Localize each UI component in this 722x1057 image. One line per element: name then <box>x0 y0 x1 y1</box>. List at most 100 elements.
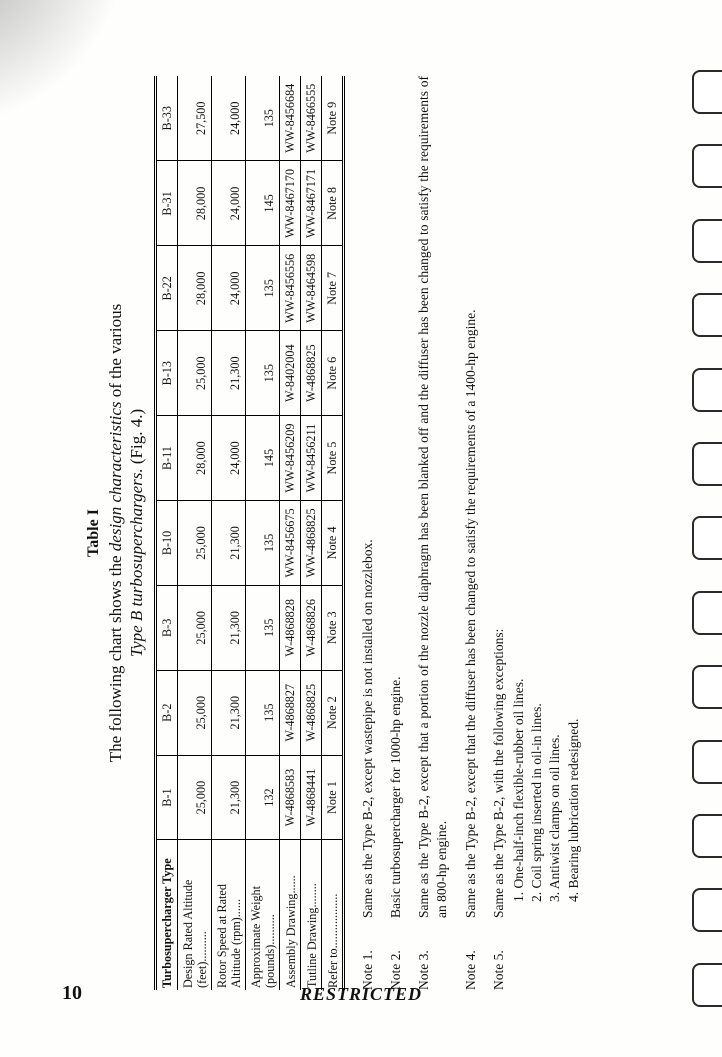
cell: Note 7 <box>321 246 343 331</box>
note-body: Basic turbosupercharger for 1000-hp engi… <box>387 76 405 918</box>
note: Note 1. Same as the Type B-2, except was… <box>359 76 377 990</box>
table-label: Table I <box>85 76 103 990</box>
cell: 135 <box>245 331 279 416</box>
table-row: Assembly Drawing...... W-4868583 W-48688… <box>279 76 300 990</box>
rotated-content: Table I The following chart shows the de… <box>85 68 673 998</box>
cell: 135 <box>245 670 279 755</box>
cell: W-4868826 <box>300 585 321 670</box>
cell: Note 1 <box>321 755 343 840</box>
caption-em: Type B turbosuperchargers. <box>127 468 146 657</box>
cell: 135 <box>245 501 279 586</box>
col-header: B-22 <box>155 246 177 331</box>
caption-text: (Fig. 4.) <box>127 409 146 469</box>
binding-tab <box>692 70 722 114</box>
note-label: Note 2. <box>387 918 405 990</box>
cell: W-4868825 <box>300 331 321 416</box>
page: 10 RESTRICTED Table I The following char… <box>0 0 722 1057</box>
row-header: Design Rated Altitude (feet).......... <box>177 840 211 990</box>
row-header: Refer to.................. <box>321 840 343 990</box>
col-header: B-11 <box>155 416 177 501</box>
binding-tab <box>692 963 722 1007</box>
note-subitem: 4. Bearing lubrication redesigned. <box>565 76 583 902</box>
note-subitem: 2. Coil spring inserted in oil-in lines. <box>528 76 546 902</box>
notes-block: Note 1. Same as the Type B-2, except was… <box>359 76 583 990</box>
binding-tab <box>692 888 722 932</box>
col-header: B-31 <box>155 161 177 246</box>
cell: Note 6 <box>321 331 343 416</box>
cell: W-4868441 <box>300 755 321 840</box>
cell: WW-8467170 <box>279 161 300 246</box>
cell: WW-8456209 <box>279 416 300 501</box>
cell: Note 5 <box>321 416 343 501</box>
col-header: B-13 <box>155 331 177 416</box>
cell: 24,000 <box>211 246 245 331</box>
binding-tab <box>692 293 722 337</box>
row-header: Tutline Drawing........ <box>300 840 321 990</box>
note-body: Same as the Type B-2, with the following… <box>490 76 583 918</box>
binding-tab <box>692 665 722 709</box>
row-header: Turbosupercharger Type <box>155 840 177 990</box>
binding-tab <box>692 591 722 635</box>
cell: 135 <box>245 585 279 670</box>
binding-tab <box>692 814 722 858</box>
cell: W-4868827 <box>279 670 300 755</box>
note-body: Same as the Type B-2, except that the di… <box>462 76 480 918</box>
cell: 21,300 <box>211 670 245 755</box>
cell: W-4868825 <box>300 670 321 755</box>
binding-tab <box>692 219 722 263</box>
row-header: Approximate Weight (pounds).......... <box>245 840 279 990</box>
binding-tab <box>692 368 722 412</box>
col-header: B-3 <box>155 585 177 670</box>
binding-tab <box>692 740 722 784</box>
table-row: Tutline Drawing........ W-4868441 W-4868… <box>300 76 321 990</box>
note: Note 5. Same as the Type B-2, with the f… <box>490 76 583 990</box>
binding-tab <box>692 516 722 560</box>
cell: 28,000 <box>177 161 211 246</box>
note: Note 4. Same as the Type B-2, except tha… <box>462 76 480 990</box>
cell: 28,000 <box>177 416 211 501</box>
cell: W-4868828 <box>279 585 300 670</box>
note-label: Note 5. <box>490 918 583 990</box>
cell: WW-8467171 <box>300 161 321 246</box>
cell: Note 2 <box>321 670 343 755</box>
cell: 24,000 <box>211 161 245 246</box>
col-header: B-2 <box>155 670 177 755</box>
col-header: B-10 <box>155 501 177 586</box>
note-subitem: 3. Antiwist clamps on oil lines. <box>546 76 564 902</box>
cell: WW-8456684 <box>279 76 300 161</box>
note-label: Note 1. <box>359 918 377 990</box>
cell: 145 <box>245 416 279 501</box>
cell: W-8402004 <box>279 331 300 416</box>
cell: Note 9 <box>321 76 343 161</box>
cell: 27,500 <box>177 76 211 161</box>
table-caption: The following chart shows the design cha… <box>105 153 148 913</box>
cell: 25,000 <box>177 670 211 755</box>
table-row: Design Rated Altitude (feet).......... 2… <box>177 76 211 990</box>
page-number: 10 <box>62 982 82 1005</box>
caption-text: The following chart shows the <box>106 551 125 762</box>
table-row: Rotor Speed at Rated Altitude (rpm).....… <box>211 76 245 990</box>
cell: 21,300 <box>211 331 245 416</box>
note: Note 3. Same as the Type B-2, except tha… <box>415 76 451 990</box>
col-header: B-33 <box>155 76 177 161</box>
binding-tabs <box>688 40 722 1037</box>
cell: 25,000 <box>177 585 211 670</box>
cell: 28,000 <box>177 246 211 331</box>
cell: 21,300 <box>211 755 245 840</box>
cell: 24,000 <box>211 416 245 501</box>
cell: 135 <box>245 76 279 161</box>
note-label: Note 4. <box>462 918 480 990</box>
cell: WW-8466555 <box>300 76 321 161</box>
note-sublist: 1. One-half-inch flexible-rubber oil lin… <box>510 76 583 918</box>
table-row: Approximate Weight (pounds).......... 13… <box>245 76 279 990</box>
col-header: B-1 <box>155 755 177 840</box>
row-header: Rotor Speed at Rated Altitude (rpm).....… <box>211 840 245 990</box>
cell: WW-8456211 <box>300 416 321 501</box>
cell: WW-4868825 <box>300 501 321 586</box>
note-text: Same as the Type B-2, with the following… <box>491 629 506 918</box>
cell: 21,300 <box>211 585 245 670</box>
cell: WW-8464598 <box>300 246 321 331</box>
note-body: Same as the Type B-2, except that a port… <box>415 76 451 918</box>
cell: 132 <box>245 755 279 840</box>
note-label: Note 3. <box>415 918 451 990</box>
